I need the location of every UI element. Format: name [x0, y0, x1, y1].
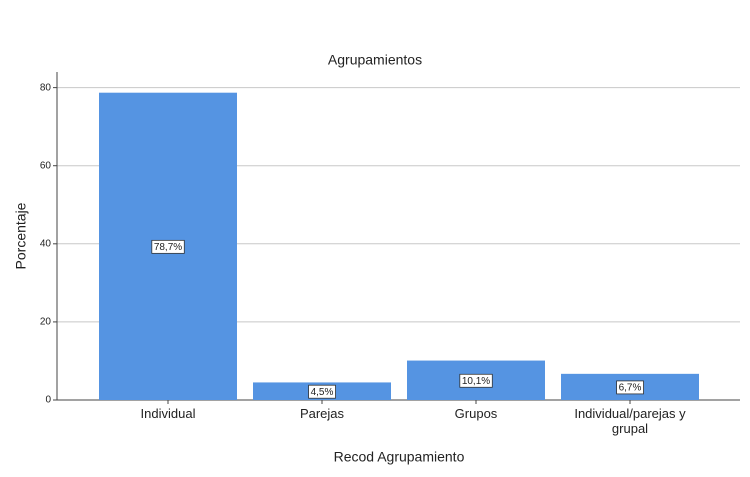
- value-label: 78,7%: [154, 242, 182, 253]
- value-label: 4,5%: [311, 387, 334, 398]
- value-label-box: [459, 373, 493, 388]
- y-tick-label: 80: [40, 82, 52, 93]
- y-tick-label: 20: [40, 317, 52, 328]
- x-axis-label: Recod Agrupamiento: [334, 449, 465, 465]
- y-tick-label: 40: [40, 238, 52, 249]
- x-tick-label: Individual: [140, 406, 196, 421]
- y-tick-label: 60: [40, 160, 52, 171]
- x-tick-label: Grupos: [454, 406, 498, 421]
- y-axis-label: Porcentaje: [13, 202, 29, 269]
- x-tick-label: Parejas: [299, 406, 345, 421]
- value-label-box: [616, 380, 644, 395]
- value-label: 6,7%: [619, 383, 642, 394]
- y-tick-label: 0: [45, 395, 51, 406]
- chart-title: Agrupamientos: [328, 52, 422, 68]
- value-label-box: [151, 239, 185, 254]
- value-label: 10,1%: [462, 376, 490, 387]
- value-label-box: [308, 384, 336, 399]
- x-tick-label: Individual/parejas y grupal: [574, 406, 686, 436]
